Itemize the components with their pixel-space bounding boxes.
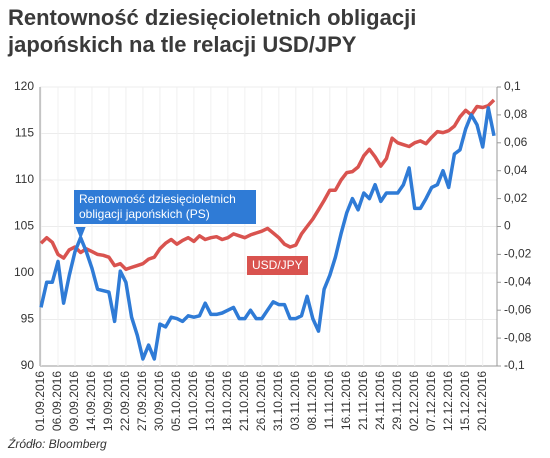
y2-tick-label: -0,08: [504, 330, 532, 344]
y-tick-label: 115: [15, 126, 34, 140]
x-tick-label: 29.11.2016: [390, 371, 404, 430]
x-tick-label: 18.10.2016: [220, 371, 234, 431]
x-tick-label: 14.09.2016: [84, 371, 98, 431]
x-tick-label: 15.12.2016: [458, 371, 472, 431]
y2-tick-label: 0,06: [504, 135, 528, 149]
x-tick-label: 19.09.2016: [101, 371, 115, 431]
x-tick-label: 31.10.2016: [271, 371, 285, 431]
y2-tick-label: 0: [504, 219, 511, 233]
y2-tick-label: -0,06: [504, 302, 532, 316]
x-tick-label: 30.09.2016: [152, 371, 166, 431]
y-tick-label: 90: [21, 358, 35, 372]
x-tick-label: 22.09.2016: [118, 371, 132, 431]
chart-title: Rentowność dziesięcioletnich obligacji j…: [8, 5, 417, 57]
series-line: [39, 106, 496, 361]
x-tick-label: 05.10.2016: [169, 371, 183, 431]
y-tick-label: 100: [14, 265, 34, 279]
y2-tick-label: -0,02: [504, 247, 532, 261]
annotation-pointer: [75, 227, 86, 240]
y2-tick-label: 0,08: [504, 107, 528, 121]
y2-tick-label: 0,02: [504, 191, 528, 205]
x-tick-label: 21.10.2016: [237, 371, 251, 431]
x-tick-label: 02.12.2016: [407, 371, 421, 431]
x-tick-label: 16.11.2016: [339, 371, 353, 430]
x-tick-label: 21.11.2016: [356, 371, 370, 430]
x-tick-label: 07.12.2016: [424, 371, 438, 431]
x-tick-label: 03.11.2016: [288, 371, 302, 430]
x-tick-label: 13.10.2016: [203, 371, 217, 431]
x-tick-label: 27.09.2016: [135, 371, 149, 431]
x-tick-label: 11.11.2016: [322, 371, 336, 430]
x-tick-label: 26.10.2016: [254, 371, 268, 431]
y2-tick-label: -0,04: [504, 274, 532, 288]
x-tick-label: 09.09.2016: [67, 371, 81, 431]
y2-tick-label: -0,1: [504, 358, 525, 372]
x-tick-label: 01.09.2016: [33, 371, 47, 431]
x-tick-label: 06.09.2016: [50, 371, 64, 431]
x-tick-label: 20.12.2016: [475, 371, 489, 431]
y2-tick-label: 0,1: [504, 79, 521, 93]
source: Źródło: Bloomberg: [8, 437, 107, 451]
y-tick-label: 120: [14, 79, 34, 93]
x-tick-label: 10.10.2016: [186, 371, 200, 431]
series-line: [39, 98, 496, 272]
y-tick-label: 95: [21, 312, 35, 326]
y-tick-label: 110: [15, 172, 34, 186]
x-tick-label: 08.11.2016: [305, 371, 319, 430]
series-label: Rentowność dziesięcioletnich obligacji j…: [74, 190, 256, 224]
y-tick-label: 105: [14, 219, 34, 233]
y2-tick-label: 0,04: [504, 163, 528, 177]
series-label: USD/JPY: [247, 256, 308, 275]
x-tick-label: 12.12.2016: [441, 371, 455, 431]
x-tick-label: 24.11.2016: [373, 371, 387, 430]
